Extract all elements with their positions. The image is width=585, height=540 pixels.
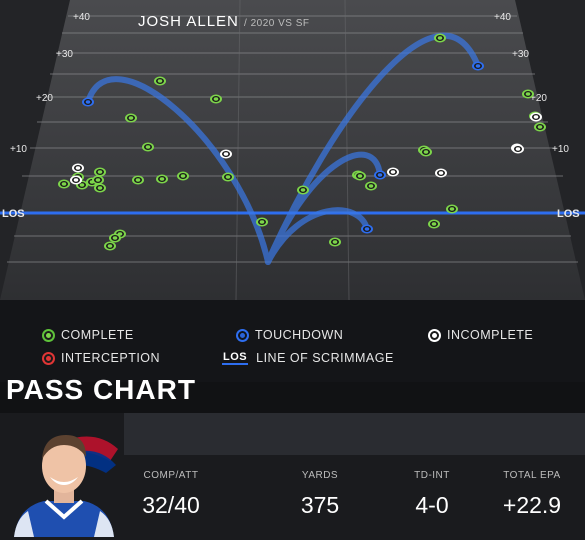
td-arc-4 xyxy=(265,207,370,265)
yard-marker-left-10: +10 xyxy=(10,144,27,155)
los-badge-icon: LOS xyxy=(222,351,249,365)
complete-pass-marker xyxy=(428,219,440,229)
touchdown-dot-icon xyxy=(238,330,247,340)
complete-pass-marker xyxy=(58,179,70,189)
incomplete-pass-marker xyxy=(70,175,82,185)
complete-pass-marker xyxy=(177,171,189,181)
yard-marker-left-40: +40 xyxy=(73,12,90,23)
player-name: JOSH ALLEN / 2020 VS SF xyxy=(138,13,310,30)
stat-label-comp-att: COMP/ATT xyxy=(143,470,199,481)
stat-label-yards: YARDS xyxy=(301,470,339,481)
td-arc-3 xyxy=(265,151,383,265)
legend-complete-label: COMPLETE xyxy=(61,328,134,342)
yard-marker-right-30: +30 xyxy=(512,49,529,60)
player-photo xyxy=(6,421,122,537)
stat-value-yards: 375 xyxy=(300,492,340,518)
yard-marker-left-30: +30 xyxy=(56,49,73,60)
incomplete-pass-marker xyxy=(220,149,232,159)
legend-incomplete-label: INCOMPLETE xyxy=(447,328,534,342)
complete-pass-marker xyxy=(210,94,222,104)
complete-pass-marker xyxy=(256,217,268,227)
complete-pass-marker xyxy=(109,233,121,243)
legend-los-label: LINE OF SCRIMMAGE xyxy=(256,351,394,365)
player-name-text: JOSH ALLEN xyxy=(138,13,239,30)
touchdown-trajectories xyxy=(85,32,481,265)
stat-value-comp-att: 32/40 xyxy=(142,492,200,518)
stat-value-td-int: 4-0 xyxy=(415,492,449,518)
complete-pass-marker xyxy=(222,172,234,182)
complete-pass-marker xyxy=(534,122,546,132)
complete-pass-marker xyxy=(92,175,104,185)
yard-marker-right-20: +20 xyxy=(530,93,547,104)
incomplete-pass-marker xyxy=(512,144,524,154)
stat-value-total-epa: +22.9 xyxy=(502,492,562,518)
incomplete-pass-marker xyxy=(435,168,447,178)
complete-pass-marker xyxy=(365,181,377,191)
legend-complete: COMPLETE xyxy=(44,328,134,342)
player-subtitle: / 2020 VS SF xyxy=(244,18,310,29)
touchdown-pass-marker xyxy=(472,61,484,71)
player-card-header xyxy=(124,413,585,455)
pass-chart-field: LOS LOS +40 +30 +20 +10 +40 +30 +20 +10 xyxy=(0,0,585,300)
incomplete-pass-marker xyxy=(530,112,542,122)
los-label-left: LOS xyxy=(2,208,25,220)
touchdown-pass-marker xyxy=(374,170,386,180)
complete-pass-marker xyxy=(94,183,106,193)
legend: COMPLETE TOUCHDOWN INCOMPLETE INTERCEPTI… xyxy=(0,300,585,382)
complete-pass-marker xyxy=(125,113,137,123)
legend-los: LOS LINE OF SCRIMMAGE xyxy=(222,351,394,365)
complete-pass-marker xyxy=(420,147,432,157)
complete-pass-marker xyxy=(522,89,534,99)
legend-interception: INTERCEPTION xyxy=(44,351,160,365)
legend-incomplete: INCOMPLETE xyxy=(430,328,533,342)
touchdown-pass-marker xyxy=(82,97,94,107)
page-title: PASS CHART xyxy=(6,374,196,405)
complete-pass-marker xyxy=(132,175,144,185)
stat-label-td-int: TD-INT xyxy=(414,470,450,481)
complete-dot-icon xyxy=(44,330,53,340)
incomplete-pass-marker xyxy=(72,163,84,173)
yard-marker-left-20: +20 xyxy=(36,93,53,104)
complete-pass-marker xyxy=(329,237,341,247)
complete-pass-marker xyxy=(142,142,154,152)
complete-pass-marker xyxy=(297,185,309,195)
incomplete-pass-marker xyxy=(387,167,399,177)
los-label-right: LOS xyxy=(557,208,580,220)
touchdown-pass-marker xyxy=(361,224,373,234)
td-arc-1 xyxy=(85,76,271,265)
complete-pass-marker xyxy=(94,167,106,177)
legend-interception-label: INTERCEPTION xyxy=(61,351,161,365)
stat-label-total-epa: TOTAL EPA xyxy=(503,470,561,481)
complete-pass-marker xyxy=(104,241,116,251)
legend-touchdown-label: TOUCHDOWN xyxy=(255,328,344,342)
yard-marker-right-10: +10 xyxy=(552,144,569,155)
complete-pass-marker xyxy=(154,76,166,86)
complete-pass-marker xyxy=(446,204,458,214)
complete-pass-marker xyxy=(434,33,446,43)
yard-marker-right-40: +40 xyxy=(494,12,511,23)
legend-touchdown: TOUCHDOWN xyxy=(238,328,343,342)
interception-dot-icon xyxy=(44,353,53,363)
incomplete-dot-icon xyxy=(430,330,439,340)
complete-pass-marker xyxy=(156,174,168,184)
complete-pass-marker xyxy=(354,171,366,181)
